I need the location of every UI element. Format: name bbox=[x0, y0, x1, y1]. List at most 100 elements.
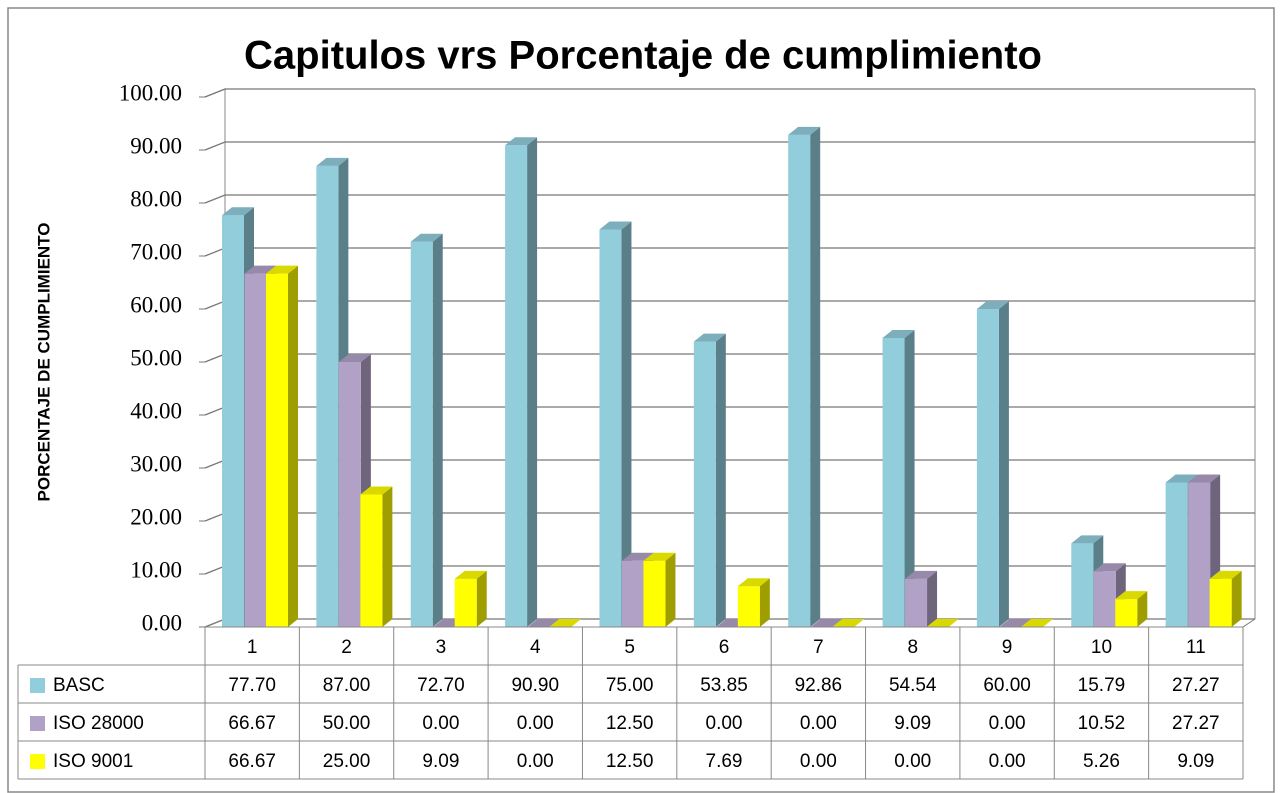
bar-top bbox=[505, 137, 538, 146]
bar bbox=[266, 265, 298, 627]
bar-top bbox=[832, 619, 865, 627]
bar-front bbox=[599, 229, 622, 627]
bar-top bbox=[1188, 474, 1221, 483]
y-tick-label: 30.00 bbox=[130, 451, 182, 476]
bar-top bbox=[788, 126, 821, 135]
grid-line bbox=[204, 88, 1255, 98]
bar-front bbox=[505, 145, 528, 628]
chart-border bbox=[7, 7, 1275, 793]
bar-side bbox=[759, 578, 770, 627]
bar-top bbox=[316, 157, 349, 166]
bar bbox=[549, 619, 582, 627]
data-label: 15.79 bbox=[1078, 675, 1126, 696]
bar bbox=[410, 233, 443, 627]
x-tick-label: 3 bbox=[436, 637, 447, 658]
data-label: 0.00 bbox=[894, 751, 931, 772]
data-label: 66.67 bbox=[228, 713, 276, 734]
bar-top bbox=[454, 570, 487, 579]
bar bbox=[788, 126, 821, 628]
y-tick-label: 0.00 bbox=[142, 610, 182, 635]
y-tick-label: 10.00 bbox=[130, 557, 182, 582]
data-label: 0.00 bbox=[800, 751, 837, 772]
data-label: 60.00 bbox=[983, 675, 1031, 696]
bar bbox=[926, 619, 959, 627]
bar-front bbox=[1093, 571, 1116, 627]
data-label: 27.27 bbox=[1172, 675, 1220, 696]
legend-swatch bbox=[30, 716, 45, 731]
data-label: 72.70 bbox=[417, 675, 465, 696]
bar-top bbox=[1020, 619, 1053, 627]
bar bbox=[1209, 570, 1242, 627]
bar-front bbox=[1115, 599, 1138, 627]
bar-top bbox=[1115, 591, 1148, 600]
bar bbox=[599, 221, 632, 627]
bar-front bbox=[360, 494, 383, 627]
bar-top bbox=[1209, 570, 1242, 579]
bar-top bbox=[360, 486, 393, 495]
bar bbox=[505, 137, 538, 628]
bar-front bbox=[1165, 482, 1188, 627]
data-label: 0.00 bbox=[989, 751, 1026, 772]
data-label: 9.09 bbox=[1177, 751, 1214, 772]
x-tick-label: 7 bbox=[813, 637, 824, 658]
bar-side bbox=[715, 333, 726, 627]
data-label: 0.00 bbox=[422, 713, 459, 734]
grid-line bbox=[204, 194, 1255, 204]
bar bbox=[832, 619, 865, 627]
bar-top bbox=[1093, 563, 1126, 572]
bar-front bbox=[643, 560, 666, 627]
data-label: 9.09 bbox=[422, 751, 459, 772]
data-label: 54.54 bbox=[889, 675, 937, 696]
bar bbox=[1020, 619, 1053, 627]
bar-top bbox=[266, 265, 298, 274]
bar-side bbox=[927, 570, 938, 627]
bar-side bbox=[288, 265, 298, 627]
data-label: 5.26 bbox=[1083, 751, 1120, 772]
y-tick-label: 60.00 bbox=[130, 292, 182, 317]
legend-swatch bbox=[30, 754, 45, 769]
bar-top bbox=[599, 221, 632, 230]
bar-side bbox=[665, 552, 676, 627]
x-tick-label: 8 bbox=[907, 637, 918, 658]
data-label: 90.90 bbox=[511, 675, 559, 696]
x-tick-label: 2 bbox=[341, 637, 352, 658]
floor-edge bbox=[1242, 618, 1256, 628]
bar-front bbox=[976, 309, 999, 627]
bar-side bbox=[432, 233, 443, 627]
data-label: 77.70 bbox=[228, 675, 276, 696]
bar-front bbox=[882, 337, 905, 627]
data-label: 50.00 bbox=[323, 713, 371, 734]
data-label: 0.00 bbox=[517, 751, 554, 772]
bar-side bbox=[527, 137, 538, 628]
bar-side bbox=[810, 126, 821, 627]
bar-top bbox=[1165, 474, 1198, 483]
bar-side bbox=[1231, 570, 1242, 627]
bar-top bbox=[410, 233, 443, 242]
bar-top bbox=[338, 354, 371, 362]
bar bbox=[976, 301, 1009, 627]
bar-front bbox=[621, 560, 644, 627]
bar-top bbox=[693, 333, 726, 342]
data-label: 92.86 bbox=[795, 675, 843, 696]
x-tick-label: 9 bbox=[1002, 637, 1013, 658]
data-label: 12.50 bbox=[606, 751, 654, 772]
bar-front bbox=[338, 362, 361, 627]
bar bbox=[1115, 591, 1148, 627]
data-label: 75.00 bbox=[606, 675, 654, 696]
legend-label: ISO 9001 bbox=[53, 751, 133, 772]
bar-side bbox=[904, 329, 915, 627]
y-tick-label: 40.00 bbox=[130, 398, 182, 423]
bar-front bbox=[266, 273, 288, 627]
y-tick-label: 90.00 bbox=[130, 133, 182, 158]
bar-front bbox=[905, 578, 928, 627]
bar bbox=[454, 570, 487, 627]
data-label: 66.67 bbox=[228, 751, 276, 772]
x-tick-label: 6 bbox=[719, 637, 730, 658]
data-label: 7.69 bbox=[706, 751, 743, 772]
bar bbox=[905, 570, 938, 627]
x-tick-label: 10 bbox=[1091, 637, 1112, 658]
bar-top bbox=[737, 578, 770, 587]
y-tick-label: 80.00 bbox=[130, 186, 182, 211]
bar-front bbox=[316, 165, 339, 627]
